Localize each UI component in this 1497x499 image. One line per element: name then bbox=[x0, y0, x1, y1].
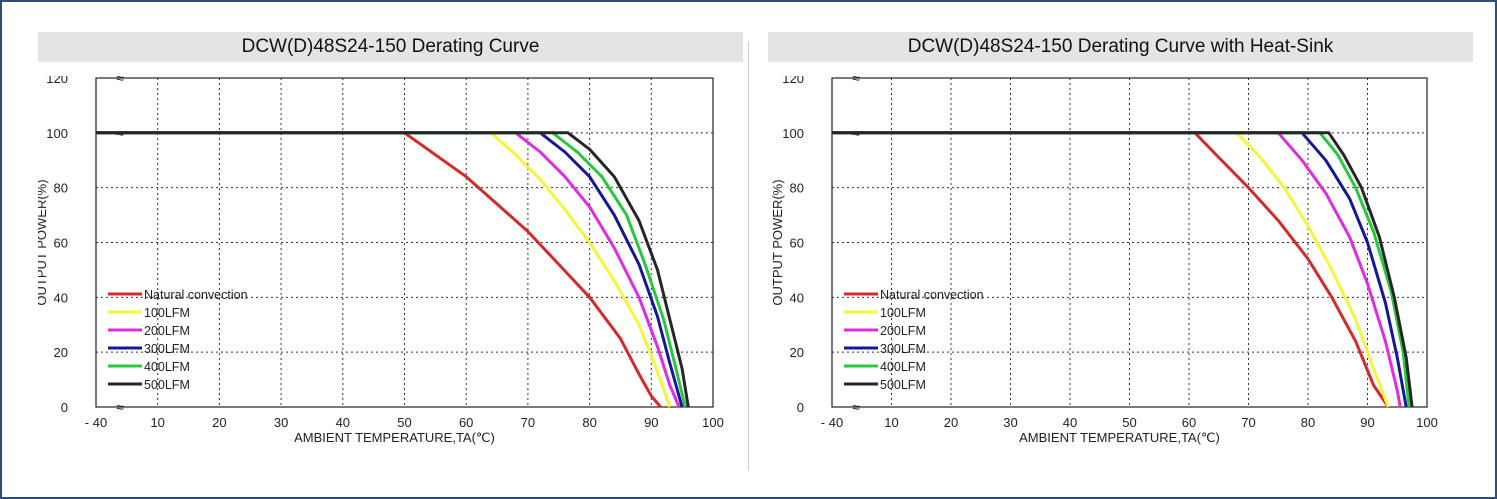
y-tick-label: 40 bbox=[54, 290, 68, 305]
derating-chart-left: 0 20 40 60 80 100 120 - 40 10 20 30 40 50 60 70 80 90 100… bbox=[38, 76, 724, 445]
legend-label: 500LFM bbox=[880, 378, 926, 392]
series-line bbox=[96, 131, 687, 408]
axis-break-mark: ≈ bbox=[852, 399, 860, 415]
x-axis-label: AMBIENT TEMPERATURE,TA(℃) bbox=[1019, 430, 1220, 445]
x-tick-label: 70 bbox=[1241, 415, 1255, 430]
x-tick-label: 30 bbox=[1003, 415, 1017, 430]
series-line bbox=[832, 131, 1411, 408]
x-tick-label: 10 bbox=[884, 415, 898, 430]
x-tick-label: 30 bbox=[274, 415, 288, 430]
y-tick-label: 60 bbox=[54, 236, 68, 251]
x-tick-label: 20 bbox=[212, 415, 226, 430]
x-tick-label: 100 bbox=[1416, 415, 1438, 430]
series-line bbox=[832, 131, 1408, 408]
series-line bbox=[96, 131, 672, 408]
y-axis-label: OUTPUT POWER(%) bbox=[770, 179, 785, 305]
x-tick-label: - 40 bbox=[821, 415, 843, 430]
y-tick-label: 100 bbox=[782, 126, 804, 141]
x-tick-label: - 40 bbox=[85, 415, 107, 430]
series-line bbox=[832, 131, 1390, 408]
y-tick-label: 20 bbox=[54, 345, 68, 360]
axis-break-mark: ≈ bbox=[116, 399, 124, 415]
plot-area bbox=[95, 77, 714, 408]
axis-break-mark: ≈ bbox=[852, 76, 860, 86]
x-tick-label: 90 bbox=[644, 415, 658, 430]
y-tick-label: 0 bbox=[61, 400, 68, 415]
y-tick-label: 0 bbox=[797, 400, 804, 415]
legend-label: Natural convection bbox=[144, 288, 248, 302]
series-line bbox=[96, 131, 690, 408]
x-tick-label: 100 bbox=[702, 415, 724, 430]
x-tick-label: 40 bbox=[336, 415, 350, 430]
y-tick-label: 40 bbox=[790, 290, 804, 305]
legend-label: 300LFM bbox=[144, 342, 190, 356]
x-tick-label: 90 bbox=[1360, 415, 1374, 430]
x-tick-label: 50 bbox=[397, 415, 411, 430]
chart-panel-right: DCW(D)48S24-150 Derating Curve with Heat… bbox=[768, 32, 1473, 477]
series-line bbox=[96, 131, 684, 408]
panel-divider bbox=[748, 42, 749, 470]
legend-label: 500LFM bbox=[144, 378, 190, 392]
plot-area bbox=[831, 77, 1428, 408]
series-line bbox=[96, 131, 662, 408]
y-tick-label: 80 bbox=[790, 181, 804, 196]
legend-label: 100LFM bbox=[144, 306, 190, 320]
legend-label: Natural convection bbox=[880, 288, 984, 302]
x-tick-label: 60 bbox=[1182, 415, 1196, 430]
x-axis-label: AMBIENT TEMPERATURE,TA(℃) bbox=[294, 430, 495, 445]
x-tick-label: 80 bbox=[582, 415, 596, 430]
chart-title-left: DCW(D)48S24-150 Derating Curve bbox=[38, 32, 743, 62]
x-tick-label: 20 bbox=[944, 415, 958, 430]
derating-chart-right: 0 20 40 60 80 100 120 - 40 10 20 30 40 50 60 70 80 90 100… bbox=[770, 76, 1438, 445]
x-tick-label: 70 bbox=[521, 415, 535, 430]
legend-label: 200LFM bbox=[144, 324, 190, 338]
axis-break-mark: ≈ bbox=[116, 76, 124, 86]
x-tick-label: 10 bbox=[150, 415, 164, 430]
y-tick-label: 100 bbox=[46, 126, 68, 141]
y-tick-label: 20 bbox=[790, 345, 804, 360]
series-line bbox=[832, 131, 1402, 408]
chart-panel-left: DCW(D)48S24-150 Derating Curve 0 20 40 60 80… bbox=[38, 32, 743, 477]
legend-label: 300LFM bbox=[880, 342, 926, 356]
legend-label: 100LFM bbox=[880, 306, 926, 320]
series-line bbox=[96, 131, 681, 408]
series-line bbox=[832, 131, 1414, 408]
y-tick-label: 60 bbox=[790, 236, 804, 251]
legend-label: 400LFM bbox=[144, 360, 190, 374]
y-tick-label: 120 bbox=[782, 76, 804, 86]
x-tick-label: 80 bbox=[1301, 415, 1315, 430]
x-tick-label: 40 bbox=[1063, 415, 1077, 430]
x-tick-label: 60 bbox=[459, 415, 473, 430]
legend-label: 400LFM bbox=[880, 360, 926, 374]
x-tick-label: 50 bbox=[1122, 415, 1136, 430]
legend-label: 200LFM bbox=[880, 324, 926, 338]
y-tick-label: 120 bbox=[46, 76, 68, 86]
y-axis-label: OUTPUT POWER(%) bbox=[38, 179, 49, 305]
y-tick-label: 80 bbox=[54, 181, 68, 196]
chart-title-right: DCW(D)48S24-150 Derating Curve with Heat… bbox=[768, 32, 1473, 62]
series-line bbox=[832, 131, 1390, 408]
